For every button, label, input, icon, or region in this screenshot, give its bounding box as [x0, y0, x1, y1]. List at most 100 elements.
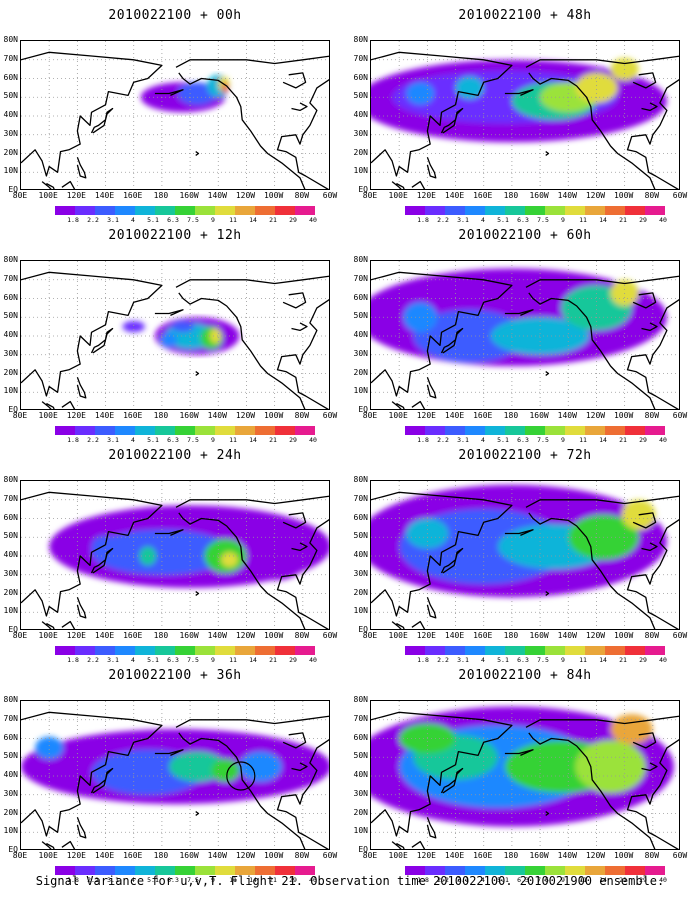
lon-label: 180: [153, 191, 169, 200]
lon-label: 140W: [207, 851, 227, 860]
colorbar-swatch: [505, 866, 525, 875]
colorbar-swatch: [485, 206, 505, 215]
lat-label: 60N: [353, 292, 368, 302]
lat-label: 50N: [3, 751, 18, 761]
lon-label: 60W: [322, 411, 338, 420]
lon-label: 120E: [416, 191, 436, 200]
colorbar-label: 11: [579, 436, 587, 444]
lat-label: 80N: [353, 695, 368, 704]
colorbar-label: 21: [619, 876, 627, 884]
coastline: [440, 327, 464, 354]
lon-label: 100W: [613, 851, 634, 860]
coastline: [504, 309, 534, 316]
lon-label: 160E: [123, 631, 143, 640]
lon-label: 100W: [263, 631, 284, 640]
coastline: [154, 749, 184, 756]
colorbar-label: 2.2: [437, 656, 449, 664]
colorbar-swatch: [75, 206, 95, 215]
map-plot: [20, 700, 330, 850]
lon-label: 100E: [388, 851, 408, 860]
coastline: [525, 275, 679, 409]
lat-label: 70N: [3, 493, 18, 503]
lat-label: 30N: [3, 128, 18, 138]
colorbar-label: 40: [659, 876, 667, 884]
lat-label: 40N: [353, 110, 368, 119]
coastline: [175, 495, 329, 629]
coastline: [291, 102, 308, 112]
lon-label: 80E: [12, 411, 28, 420]
colorbar-label: 11: [579, 656, 587, 664]
colorbar-swatch: [445, 646, 465, 655]
lon-label: 160E: [123, 191, 143, 200]
lon-label: 80W: [294, 631, 310, 640]
lon-label: 100W: [263, 191, 284, 200]
lat-label: 10N: [3, 826, 18, 836]
colorbar-label: 6.3: [167, 656, 179, 664]
lon-label: 100W: [613, 411, 634, 420]
colorbar-swatch: [425, 206, 445, 215]
lat-label: 40N: [3, 770, 18, 779]
colorbar-swatch: [465, 866, 485, 875]
colorbar-label: 2.2: [437, 216, 449, 224]
coastline: [90, 107, 114, 134]
variance-region: [610, 714, 653, 745]
coastline: [21, 271, 163, 397]
lon-label: 180: [153, 851, 169, 860]
coastline: [632, 732, 657, 749]
coastline: [426, 377, 437, 399]
colorbar-swatch: [95, 646, 115, 655]
colorbar-swatch: [645, 426, 665, 435]
lon-label: 80E: [362, 851, 378, 860]
colorbar-label: 11: [579, 216, 587, 224]
colorbar-label: 11: [229, 216, 237, 224]
map-plot: [20, 480, 330, 630]
lon-label: 120E: [66, 631, 86, 640]
colorbar-swatch: [135, 866, 155, 875]
colorbar-label: 4: [481, 436, 485, 444]
lon-label: 100E: [388, 191, 408, 200]
lat-label: EQ: [8, 845, 18, 854]
lat-label: 40N: [3, 330, 18, 339]
coastline: [391, 401, 405, 409]
colorbar-label: 29: [639, 876, 647, 884]
coastline: [61, 400, 76, 409]
lon-label: 160W: [179, 411, 199, 420]
lat-label: 30N: [353, 788, 368, 798]
lat-label: EQ: [358, 845, 368, 854]
colorbar-label: 21: [269, 656, 277, 664]
lon-label: 160E: [473, 631, 493, 640]
lat-label: 20N: [3, 587, 18, 597]
colorbar-label: 21: [269, 876, 277, 884]
colorbar-swatch: [625, 426, 645, 435]
colorbar-swatch: [565, 866, 585, 875]
lat-label: 20N: [353, 147, 368, 157]
variance-region: [139, 546, 157, 566]
lon-label: 120W: [235, 851, 256, 860]
coastline: [282, 72, 307, 89]
lat-label: 10N: [3, 606, 18, 616]
colorbar-label: 21: [619, 436, 627, 444]
map-plot: [370, 480, 680, 630]
colorbar-swatch: [175, 866, 195, 875]
map-panel: 2010022100 + 12h 80N 70N 60N 50N 40N 30N 20N 10N…: [0, 220, 350, 444]
colorbar-label: 4: [131, 656, 135, 664]
colorbar-label: 2.2: [437, 436, 449, 444]
lon-label: 80W: [294, 851, 310, 860]
lon-label: 140W: [557, 191, 577, 200]
coastline: [21, 51, 163, 177]
coastline: [76, 157, 87, 179]
lat-label: 80N: [353, 35, 368, 44]
coastline: [426, 597, 437, 619]
variance-region: [168, 751, 226, 782]
lat-label: 80N: [3, 475, 18, 484]
colorbar-label: 29: [289, 876, 297, 884]
colorbar-label: 5.1: [497, 216, 509, 224]
coastline: [440, 767, 464, 794]
coastline: [504, 89, 534, 96]
lon-label: 180: [503, 411, 519, 420]
lon-label: 60W: [672, 851, 688, 860]
lat-label: EQ: [358, 185, 368, 194]
colorbar-label: 29: [289, 656, 297, 664]
lat-label: 50N: [353, 531, 368, 541]
coastline: [76, 377, 87, 399]
